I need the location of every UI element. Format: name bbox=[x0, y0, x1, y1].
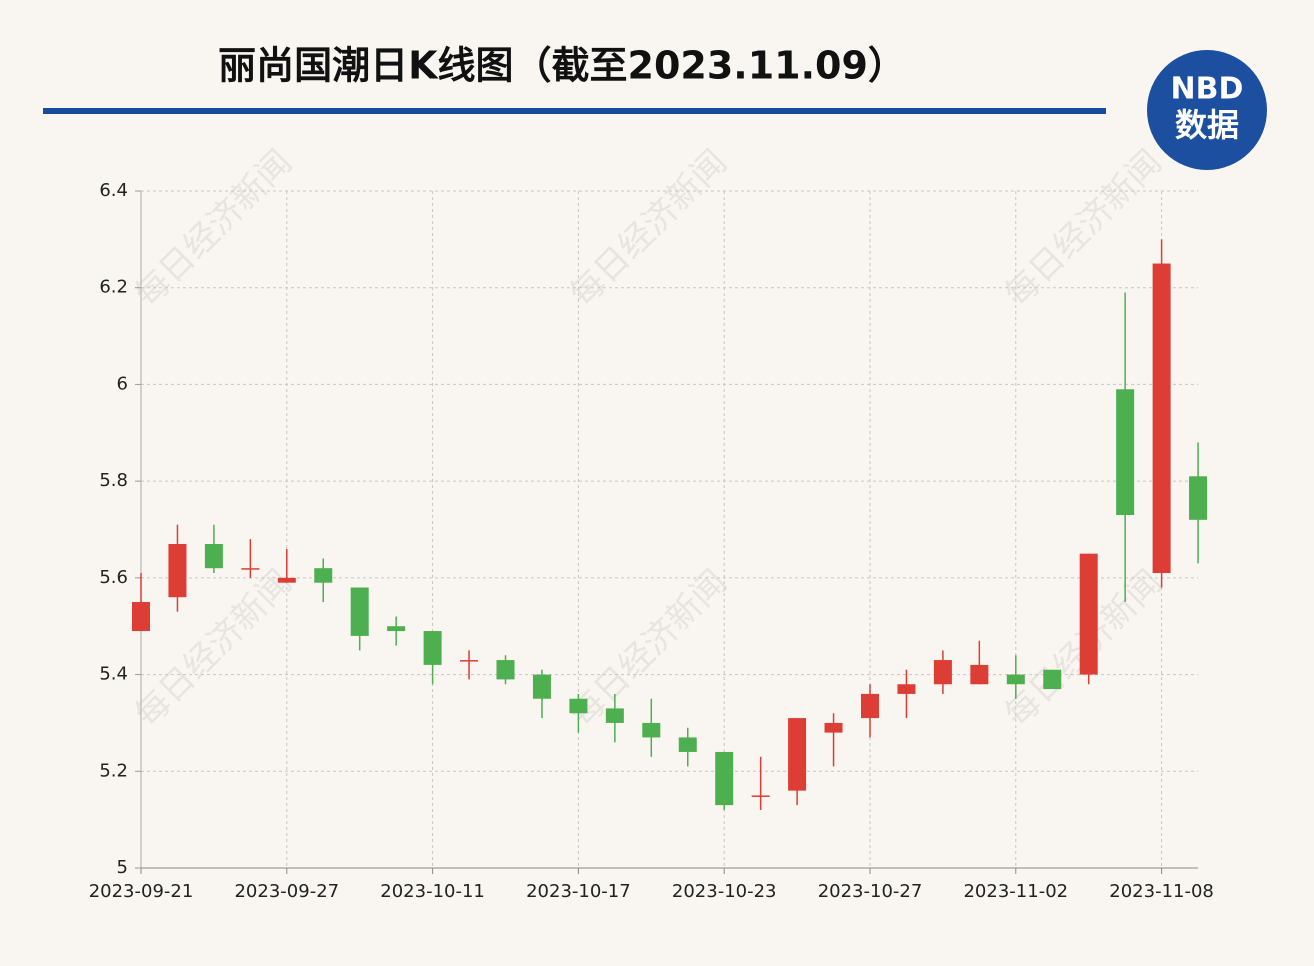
y-tick-label: 5.6 bbox=[99, 567, 128, 588]
x-tick-label: 2023-11-08 bbox=[1109, 881, 1214, 902]
y-tick-label: 6 bbox=[117, 373, 128, 394]
candle-body bbox=[204, 544, 223, 569]
plot: 5 5.2 5.4 5.6 5.8 6 6.2 6.4 2023-09-21 2023-09-27… bbox=[89, 180, 1214, 902]
x-tick-label: 2023-11-02 bbox=[963, 881, 1068, 902]
candle-body bbox=[496, 660, 515, 680]
candle-body bbox=[1043, 669, 1062, 690]
candle-body bbox=[1189, 476, 1208, 520]
y-tick-label: 5 bbox=[117, 857, 128, 878]
candle-body bbox=[387, 626, 406, 632]
watermark: 每日经济新闻 bbox=[562, 562, 735, 735]
title-rule bbox=[43, 108, 1106, 114]
y-tick-label: 6.2 bbox=[99, 277, 128, 298]
watermark: 每日经济新闻 bbox=[127, 562, 300, 735]
candle-body bbox=[824, 722, 843, 733]
x-tick-label: 2023-10-17 bbox=[526, 881, 631, 902]
y-tick-label: 5.8 bbox=[99, 470, 128, 491]
candle-body bbox=[1152, 263, 1171, 574]
y-tick-label: 6.4 bbox=[99, 180, 128, 201]
candle-body bbox=[532, 674, 551, 699]
candle-body bbox=[1079, 553, 1098, 675]
watermark: 每日经济新闻 bbox=[997, 142, 1170, 315]
candle-body bbox=[642, 722, 661, 738]
x-tick-label: 2023-10-11 bbox=[380, 881, 485, 902]
chart-title: 丽尚国潮日K线图（截至2023.11.09） bbox=[218, 44, 906, 88]
logo-bottom: 数据 bbox=[1175, 106, 1239, 144]
candle-body bbox=[241, 568, 260, 570]
watermarks: 每日经济新闻每日经济新闻每日经济新闻每日经济新闻每日经济新闻每日经济新闻 bbox=[127, 142, 1170, 735]
candle-body bbox=[460, 660, 479, 662]
candle-body bbox=[314, 568, 333, 583]
candle-body bbox=[751, 795, 770, 797]
candle-body bbox=[277, 577, 296, 583]
candle-body bbox=[569, 698, 588, 714]
candle-body bbox=[605, 708, 624, 723]
watermark: 每日经济新闻 bbox=[562, 142, 735, 315]
candle-body bbox=[132, 602, 150, 632]
y-tick-label: 5.4 bbox=[99, 664, 128, 685]
candle-body bbox=[423, 631, 442, 665]
candle-body bbox=[350, 587, 369, 636]
candle-body bbox=[897, 684, 916, 694]
candle-body bbox=[861, 693, 879, 719]
candle-body bbox=[1116, 389, 1135, 515]
candle-body bbox=[933, 660, 952, 685]
candle-body bbox=[788, 718, 807, 791]
logo-top: NBD bbox=[1171, 72, 1244, 107]
candle-body bbox=[678, 737, 697, 752]
x-tick-label: 2023-09-21 bbox=[89, 881, 194, 902]
candle-body bbox=[715, 751, 734, 806]
x-tick-label: 2023-10-23 bbox=[672, 881, 777, 902]
candle-body bbox=[168, 544, 187, 598]
watermark: 每日经济新闻 bbox=[127, 142, 300, 315]
x-tick-label: 2023-10-27 bbox=[818, 881, 923, 902]
x-tick-label: 2023-09-27 bbox=[234, 881, 339, 902]
candle-body bbox=[970, 664, 989, 685]
logo-circle bbox=[1147, 50, 1267, 170]
candle-body bbox=[1006, 674, 1025, 685]
y-tick-label: 5.2 bbox=[99, 760, 128, 781]
